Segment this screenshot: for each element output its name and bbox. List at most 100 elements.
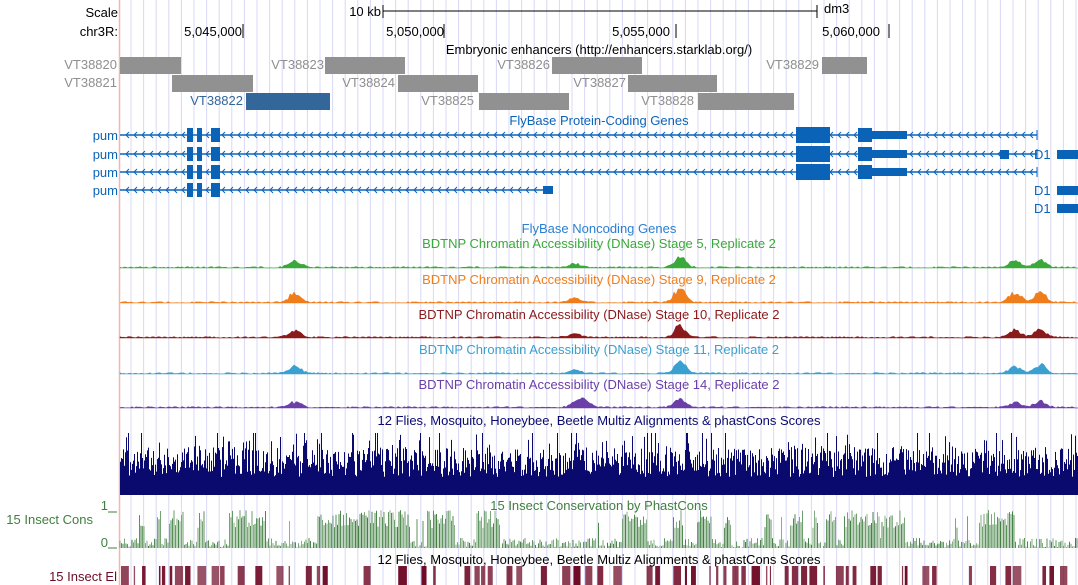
strand-arrow bbox=[229, 168, 234, 176]
strand-arrow bbox=[685, 168, 690, 176]
strand-arrow bbox=[541, 150, 546, 158]
track-title-noncoding[interactable]: FlyBase Noncoding Genes bbox=[521, 221, 677, 236]
enhancer-VT38829[interactable] bbox=[822, 57, 867, 74]
strand-arrow bbox=[493, 131, 498, 139]
phastcons-label[interactable]: 15 Insect Cons bbox=[6, 512, 93, 527]
enhancer-VT38820[interactable] bbox=[120, 57, 181, 74]
strand-arrow bbox=[965, 131, 970, 139]
gene-label-d1[interactable]: D1 bbox=[1034, 147, 1051, 162]
strand-arrow bbox=[181, 168, 186, 176]
gene-label[interactable]: pum bbox=[92, 165, 118, 180]
conserved-element bbox=[276, 566, 284, 585]
enhancer-VT38825[interactable] bbox=[479, 93, 569, 110]
track-title-elements[interactable]: 12 Flies, Mosquito, Honeybee, Beetle Mul… bbox=[377, 552, 821, 567]
strand-arrow bbox=[997, 131, 1002, 139]
track-title-enhancers[interactable]: Embryonic enhancers (http://enhancers.st… bbox=[445, 42, 753, 57]
strand-arrow bbox=[365, 186, 370, 194]
track-title-dnase-stage14[interactable]: BDTNP Chromatin Accessibility (DNase) St… bbox=[418, 377, 780, 392]
strand-arrow bbox=[645, 131, 650, 139]
strand-arrow bbox=[749, 168, 754, 176]
track-title-multiz[interactable]: 12 Flies, Mosquito, Honeybee, Beetle Mul… bbox=[377, 413, 821, 428]
strand-arrow bbox=[357, 150, 362, 158]
conserved-element bbox=[305, 566, 312, 585]
gene-label[interactable]: pum bbox=[92, 147, 118, 162]
strand-arrow bbox=[181, 150, 186, 158]
strand-arrow bbox=[749, 131, 754, 139]
enhancer-label: VT38822 bbox=[190, 93, 243, 108]
strand-arrow bbox=[589, 168, 594, 176]
strand-arrow bbox=[685, 150, 690, 158]
strand-arrow bbox=[485, 186, 490, 194]
strand-arrow bbox=[597, 131, 602, 139]
enhancer-VT38828[interactable] bbox=[698, 93, 794, 110]
conserved-element bbox=[766, 566, 768, 585]
strand-arrow bbox=[981, 168, 986, 176]
strand-arrow bbox=[781, 131, 786, 139]
conserved-element bbox=[506, 566, 513, 585]
strand-arrow bbox=[461, 168, 466, 176]
conserved-element bbox=[1049, 566, 1055, 585]
conserved-element bbox=[852, 566, 857, 585]
scale-value: 10 kb bbox=[349, 4, 381, 19]
strand-arrow bbox=[853, 168, 858, 176]
track-title-dnase-stage10[interactable]: BDTNP Chromatin Accessibility (DNase) St… bbox=[418, 307, 780, 322]
strand-arrow bbox=[837, 131, 842, 139]
strand-arrow bbox=[637, 168, 642, 176]
strand-arrow bbox=[309, 186, 314, 194]
strand-arrow bbox=[573, 168, 578, 176]
strand-arrow bbox=[653, 131, 658, 139]
enhancer-VT38821[interactable] bbox=[172, 75, 253, 92]
track-title-dnase-stage5[interactable]: BDTNP Chromatin Accessibility (DNase) St… bbox=[422, 236, 776, 251]
strand-arrow bbox=[557, 150, 562, 158]
strand-arrow bbox=[565, 131, 570, 139]
track-title-dnase-stage11[interactable]: BDTNP Chromatin Accessibility (DNase) St… bbox=[418, 342, 780, 357]
enhancer-VT38822[interactable] bbox=[246, 93, 330, 110]
strand-arrow bbox=[285, 168, 290, 176]
enhancer-VT38824[interactable] bbox=[398, 75, 478, 92]
strand-arrow bbox=[237, 186, 242, 194]
track-title-phastcons[interactable]: 15 Insect Conservation by PhastCons bbox=[490, 498, 708, 513]
conserved-element bbox=[769, 566, 771, 585]
conserved-element bbox=[133, 566, 136, 585]
strand-arrow bbox=[413, 131, 418, 139]
strand-arrow bbox=[277, 150, 282, 158]
strand-arrow bbox=[157, 131, 162, 139]
strand-arrow bbox=[437, 131, 442, 139]
track-title-genes[interactable]: FlyBase Protein-Coding Genes bbox=[509, 113, 689, 128]
strand-arrow bbox=[365, 168, 370, 176]
strand-arrow bbox=[845, 168, 850, 176]
gene-exon bbox=[211, 128, 220, 142]
track-title-dnase-stage9[interactable]: BDTNP Chromatin Accessibility (DNase) St… bbox=[422, 272, 776, 287]
strand-arrow bbox=[525, 131, 530, 139]
strand-arrow bbox=[701, 168, 706, 176]
conserved-element bbox=[723, 566, 727, 585]
strand-arrow bbox=[461, 150, 466, 158]
strand-arrow bbox=[957, 150, 962, 158]
strand-arrow bbox=[389, 150, 394, 158]
gene-label-d1[interactable]: D1 bbox=[1034, 183, 1051, 198]
strand-arrow bbox=[965, 168, 970, 176]
strand-arrow bbox=[717, 131, 722, 139]
strand-arrow bbox=[645, 150, 650, 158]
conserved-element bbox=[516, 566, 523, 585]
gene-label-d1[interactable]: D1 bbox=[1034, 201, 1051, 216]
gene-label[interactable]: pum bbox=[92, 128, 118, 143]
strand-arrow bbox=[525, 186, 530, 194]
strand-arrow bbox=[165, 150, 170, 158]
enhancer-VT38826[interactable] bbox=[552, 57, 642, 74]
strand-arrow bbox=[565, 150, 570, 158]
elements-label[interactable]: 15 Insect El bbox=[49, 569, 117, 584]
strand-arrow bbox=[221, 168, 226, 176]
strand-arrow bbox=[317, 150, 322, 158]
strand-arrow bbox=[1005, 168, 1010, 176]
enhancer-VT38827[interactable] bbox=[628, 75, 717, 92]
strand-arrow bbox=[253, 131, 258, 139]
gene-label[interactable]: pum bbox=[92, 183, 118, 198]
enhancer-VT38823[interactable] bbox=[325, 57, 405, 74]
tick-label: 5,045,000 bbox=[184, 24, 242, 39]
strand-arrow bbox=[685, 131, 690, 139]
strand-arrow bbox=[445, 168, 450, 176]
strand-arrow bbox=[845, 131, 850, 139]
strand-arrow bbox=[661, 168, 666, 176]
strand-arrow bbox=[429, 186, 434, 194]
